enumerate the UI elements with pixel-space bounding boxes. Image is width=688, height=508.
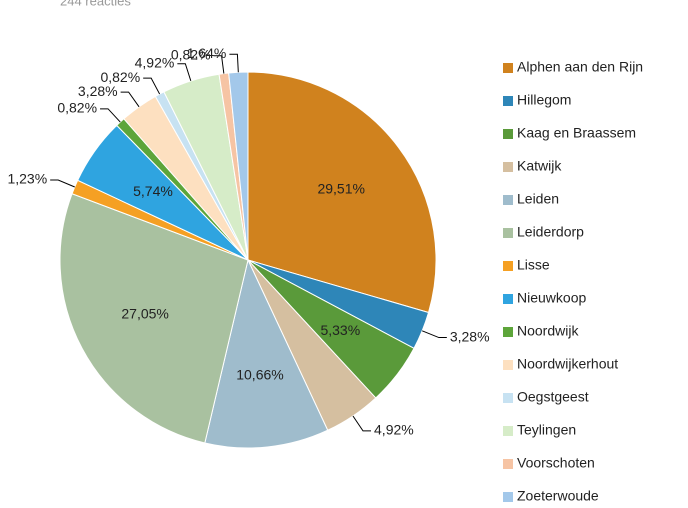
legend-swatch (503, 294, 513, 304)
data-label: 5,33% (320, 322, 360, 338)
pie-slice (204, 258, 329, 449)
legend-label: Katwijk (517, 158, 562, 174)
leader-line (229, 53, 239, 73)
legend-label: Leiderdorp (517, 224, 584, 240)
leader-line (352, 415, 372, 432)
leader-line (421, 330, 447, 339)
data-label: 1,23% (7, 171, 47, 187)
legend-swatch (503, 228, 513, 238)
legend-swatch (503, 327, 513, 337)
legend-swatch (503, 63, 513, 73)
leader-line (177, 63, 192, 82)
legend-label: Alphen aan den Rijn (517, 59, 643, 75)
legend-swatch (503, 96, 513, 106)
legend-label: Kaag en Braassem (517, 125, 636, 141)
leader-line (50, 179, 75, 188)
legend-label: Oegstgeest (517, 389, 589, 405)
data-label: 10,66% (236, 367, 283, 383)
subtitle: 244 reacties (60, 0, 131, 8)
pie-slice (247, 71, 437, 314)
pie-slice (59, 193, 249, 444)
legend-label: Voorschoten (517, 455, 595, 471)
legend-label: Teylingen (517, 422, 576, 438)
legend-label: Lisse (517, 257, 550, 273)
data-label: 27,05% (121, 305, 168, 321)
legend-label: Noordwijkerhout (517, 356, 618, 372)
data-label: 1,64% (187, 45, 227, 61)
data-label: 4,92% (135, 54, 175, 70)
legend-swatch (503, 492, 513, 502)
leader-line (100, 108, 121, 123)
legend-label: Hillegom (517, 92, 571, 108)
legend-swatch (503, 360, 513, 370)
data-label: 3,28% (78, 83, 118, 99)
leader-line (143, 77, 161, 95)
legend-swatch (503, 459, 513, 469)
data-label: 5,74% (133, 183, 173, 199)
data-label: 29,51% (317, 181, 364, 197)
legend-swatch (503, 261, 513, 271)
legend-label: Nieuwkoop (517, 290, 586, 306)
legend-label: Zoeterwoude (517, 488, 599, 504)
legend-swatch (503, 393, 513, 403)
data-label: 0,82% (171, 46, 211, 62)
legend-label: Noordwijk (517, 323, 579, 339)
data-label: 0,82% (100, 69, 140, 85)
data-label: 0,82% (57, 100, 97, 116)
data-label: 3,28% (450, 328, 490, 344)
data-label: 4,92% (374, 422, 414, 438)
legend-label: Leiden (517, 191, 559, 207)
legend-swatch (503, 195, 513, 205)
leader-line (120, 91, 140, 108)
leader-line (213, 55, 225, 74)
legend-swatch (503, 162, 513, 172)
legend-swatch (503, 426, 513, 436)
legend-swatch (503, 129, 513, 139)
